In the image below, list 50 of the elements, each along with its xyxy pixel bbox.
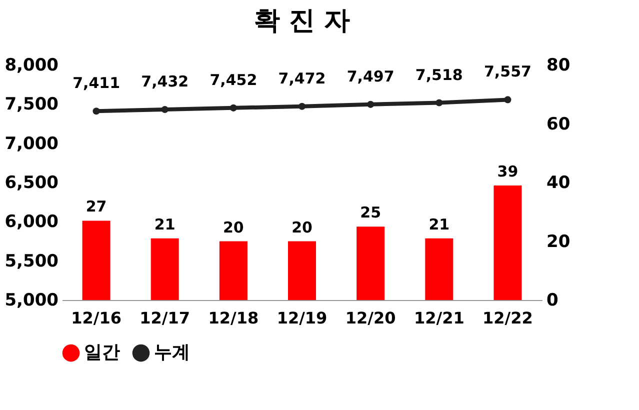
x-tick-label: 12/20 (345, 308, 396, 328)
y-tick-label: 5,000 (4, 290, 59, 310)
point (504, 96, 512, 104)
point (298, 102, 306, 110)
x-tick-label: 12/22 (482, 308, 533, 328)
data-label: 7,497 (346, 67, 394, 86)
x-tick-label: 12/18 (208, 308, 259, 328)
y2-tick-label: 40 (546, 173, 570, 193)
y-tick-label: 5,500 (4, 251, 59, 272)
y-tick-label: 6,500 (4, 173, 59, 193)
point (367, 100, 374, 108)
point (161, 106, 168, 114)
y2-tick-label: 60 (546, 114, 570, 134)
data-label: 27 (86, 198, 107, 216)
data-label: 7,472 (278, 69, 326, 88)
bar (219, 241, 248, 300)
x-tick-label: 12/19 (276, 308, 328, 328)
data-label: 7,452 (210, 70, 258, 89)
y-tick-label: 8,000 (4, 56, 59, 76)
point (230, 104, 237, 112)
data-label: 7,557 (484, 62, 532, 81)
data-label: 20 (292, 218, 312, 236)
data-label: 39 (497, 162, 518, 180)
bar (150, 238, 179, 300)
bar (82, 220, 110, 300)
x-tick-label: 12/17 (140, 308, 190, 328)
y2-tick-label: 0 (546, 290, 558, 310)
bar (356, 226, 385, 300)
data-label: 21 (154, 215, 176, 234)
y-tick-label: 7,500 (4, 94, 59, 115)
point (436, 99, 443, 106)
y2-tick-label: 80 (546, 56, 570, 76)
data-label: 25 (360, 204, 382, 222)
bar (425, 238, 454, 300)
data-label: 7,518 (415, 66, 463, 84)
y-tick-label: 7,000 (4, 134, 59, 154)
point (92, 108, 100, 115)
y-tick-label: 6,000 (4, 212, 59, 232)
data-label: 20 (222, 218, 244, 236)
bar (494, 185, 522, 300)
data-label: 7,432 (141, 72, 189, 90)
chart-title: 확 진 자 (254, 6, 350, 36)
data-label: 7,411 (72, 74, 120, 92)
y2-tick-label: 20 (546, 232, 570, 252)
x-tick-label: 12/21 (414, 308, 464, 328)
bar (288, 241, 316, 300)
legend-label: 일간 (84, 342, 120, 364)
x-tick-label: 12/16 (71, 308, 122, 328)
legend-label: 누계 (154, 342, 190, 364)
data-label: 21 (428, 215, 450, 234)
